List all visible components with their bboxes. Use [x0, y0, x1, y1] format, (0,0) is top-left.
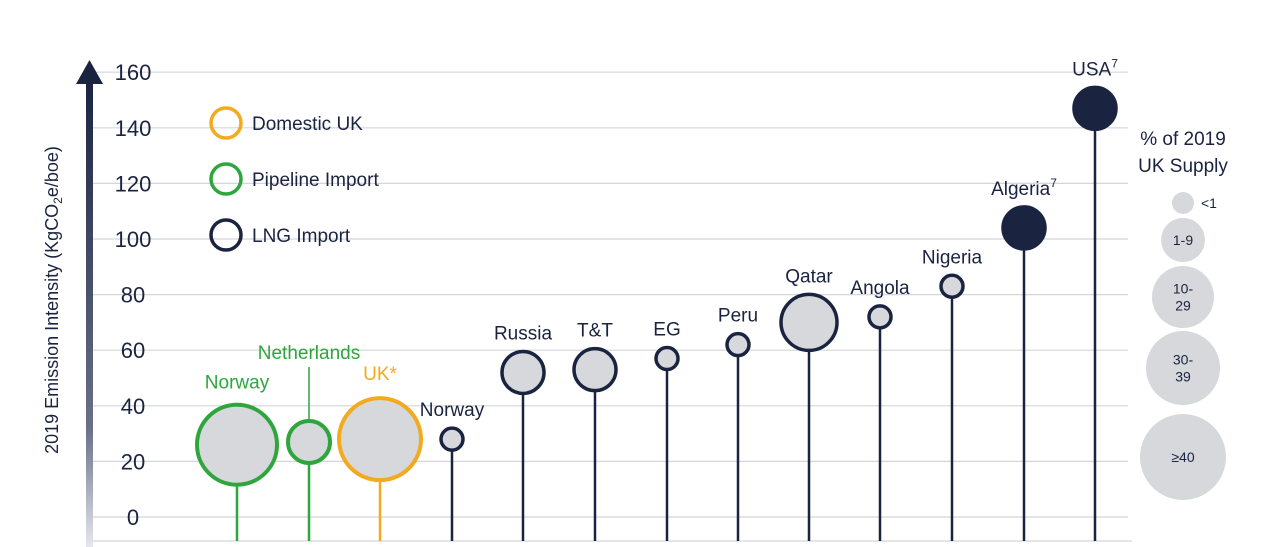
- size-legend-bubble: [1161, 218, 1205, 262]
- y-tick-label: 140: [115, 116, 152, 141]
- size-legend-bubble: [1172, 192, 1194, 214]
- legend-label: LNG Import: [252, 226, 351, 247]
- y-axis-arrow-icon: [76, 60, 103, 84]
- size-legend-title: % of 2019: [1140, 129, 1226, 150]
- data-point: [286, 418, 332, 465]
- size-legend-label: ≥40: [1171, 449, 1194, 465]
- data-point: [1001, 205, 1047, 251]
- point-label: USA7: [1072, 56, 1118, 80]
- y-tick-labels: 0 20 40 60 80 100 120 140 160: [115, 60, 152, 530]
- data-point: [867, 304, 893, 330]
- data-point: [439, 426, 465, 452]
- data-point: [725, 331, 751, 358]
- lollipop-points: [195, 85, 1118, 487]
- point-label: T&T: [577, 321, 613, 342]
- size-legend-title: UK Supply: [1138, 156, 1228, 177]
- point-label: Russia: [494, 323, 553, 344]
- y-tick-label: 120: [115, 171, 152, 196]
- data-point: [939, 273, 965, 300]
- y-tick-label: 160: [115, 60, 152, 85]
- y-tick-label: 80: [121, 283, 145, 308]
- size-legend-bubble: [1140, 414, 1226, 500]
- legend-marker: [209, 106, 243, 140]
- data-point: [500, 349, 546, 396]
- legend-marker: [209, 218, 243, 252]
- point-label: Nigeria: [922, 247, 983, 268]
- data-point: [654, 345, 680, 372]
- y-tick-label: 60: [121, 338, 145, 363]
- point-label: Algeria7: [991, 176, 1057, 200]
- y-axis: [76, 60, 103, 547]
- point-label: Qatar: [785, 266, 833, 287]
- point-label: UK*: [363, 364, 397, 385]
- data-point: [779, 292, 839, 353]
- size-legend-bubble: [1152, 266, 1214, 328]
- y-tick-label: 40: [121, 394, 145, 419]
- size-legend-label: 10-: [1173, 281, 1194, 297]
- point-label: EG: [653, 320, 680, 341]
- legend-marker: [209, 162, 243, 196]
- size-legend-label: <1: [1201, 195, 1217, 211]
- data-point: [572, 346, 618, 393]
- data-point: [1072, 85, 1118, 132]
- point-label: Angola: [850, 278, 910, 299]
- size-legend-bubble: [1146, 331, 1220, 405]
- point-label: Norway: [205, 373, 270, 394]
- size-legend-label: 29: [1175, 298, 1191, 314]
- legend-label: Pipeline Import: [252, 170, 379, 191]
- y-axis-label: 2019 Emission Intensity (KgCO2e/boe): [42, 146, 65, 454]
- y-tick-label: 100: [115, 227, 152, 252]
- size-legend-label: 39: [1175, 369, 1191, 385]
- size-legend-label: 30-: [1173, 352, 1194, 368]
- point-label: Peru: [718, 306, 758, 327]
- legend-label: Domestic UK: [252, 114, 363, 135]
- point-label: Norway: [420, 400, 485, 421]
- point-label: Netherlands: [258, 343, 360, 364]
- y-tick-label: 0: [127, 505, 139, 530]
- data-point: [195, 402, 279, 487]
- category-legend: Domestic UK Pipeline Import LNG Import: [209, 106, 379, 252]
- data-point: [337, 396, 423, 483]
- y-tick-label: 20: [121, 449, 145, 474]
- size-legend-label: 1-9: [1173, 232, 1193, 248]
- y-axis-line: [86, 78, 93, 547]
- size-legend: % of 2019 UK Supply <1 1-9 10-29 30-39 ≥40: [1138, 129, 1228, 500]
